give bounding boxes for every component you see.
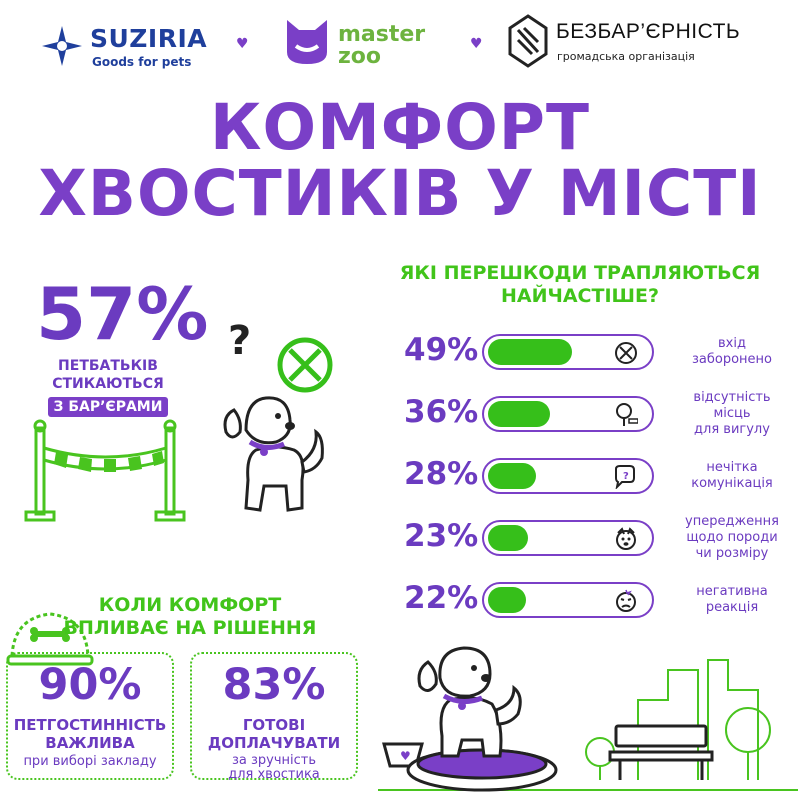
obstacle-label: негативна реакція <box>662 584 800 616</box>
stat-card-hospitality: 90% ПЕТГОСТИННІСТЬ ВАЖЛИВА при виборі за… <box>6 652 174 780</box>
left-stat-badge-wrap: З БАР’ЄРАМИ <box>40 396 176 417</box>
prohibited-icon <box>615 342 637 364</box>
park-illustration: ♥ <box>378 646 798 792</box>
obstacle-percent: 36% <box>404 394 479 430</box>
masterzoo-line1: master <box>338 22 426 47</box>
card-small-line1: при виборі закладу <box>23 754 157 769</box>
obstacle-bar <box>482 334 654 370</box>
dog-face-icon <box>616 527 636 550</box>
heart-icon: ♥ <box>236 36 249 52</box>
masterzoo-cat-icon <box>287 20 327 64</box>
food-bowl-icon <box>6 612 94 666</box>
obstacle-bar <box>482 520 654 556</box>
obstacle-row: 23% упередження щодо породи чи розміру <box>400 514 790 564</box>
obstacles-title-line1: ЯКІ ПЕРЕШКОДИ ТРАПЛЯЮТЬСЯ <box>399 262 761 284</box>
obstacle-row: 22% негативна реакція <box>400 578 790 626</box>
page-title-line1: КОМФОРТ <box>210 91 590 164</box>
barrier-illustration <box>24 419 186 522</box>
obstacle-label-line: вхід <box>718 336 746 351</box>
obstacle-bar-fill <box>488 339 572 365</box>
obstacle-percent: 23% <box>404 518 479 554</box>
heart-icon: ♥ <box>470 36 483 52</box>
suziria-name: SUZIRIA <box>90 24 208 53</box>
left-stat-percent: 57% <box>36 272 209 356</box>
card-small-line2: для хвостика <box>228 767 320 782</box>
obstacle-label-line: відсутність <box>693 390 771 405</box>
obstacle-label: упередження щодо породи чи розміру <box>662 514 800 562</box>
obstacle-bar <box>482 582 654 618</box>
obstacle-row: 36% відсутність місць для вигулу <box>400 390 790 440</box>
obstacle-label-line: чи розміру <box>695 546 769 561</box>
angry-face-icon <box>616 589 636 612</box>
obstacle-label-line: щодо породи <box>686 530 778 545</box>
obstacle-percent: 49% <box>404 332 479 368</box>
obstacle-bar <box>482 396 654 432</box>
obstacle-bar-fill <box>488 401 550 427</box>
obstacle-label: нечітка комунікація <box>662 460 800 492</box>
card-bold-line1: ГОТОВІ <box>242 716 306 734</box>
bezbar-subtitle: громадська організація <box>557 50 695 63</box>
question-mark-icon: ? <box>228 318 252 364</box>
logo-row: SUZIRIA Goods for pets ♥ master zoo ♥ БЕ… <box>0 10 800 70</box>
obstacle-label-line: заборонено <box>691 352 772 367</box>
stat-card-pay-extra: 83% ГОТОВІ ДОПЛАЧУВАТИ за зручність для … <box>190 652 358 782</box>
bezbar-logo-icon <box>508 14 548 68</box>
obstacle-bar: ? <box>482 458 654 494</box>
dog-illustration <box>223 396 324 512</box>
masterzoo-line2: zoo <box>338 44 382 69</box>
obstacle-label-line: місць <box>713 406 751 421</box>
svg-text:?: ? <box>623 471 629 482</box>
obstacle-label-line: негативна <box>696 584 768 599</box>
obstacle-label: вхід заборонено <box>662 336 800 368</box>
card-bold-line1: ПЕТГОСТИННІСТЬ <box>13 716 167 734</box>
page-title-line2: ХВОСТИКІВ У МІСТІ <box>38 157 762 230</box>
suziria-tagline: Goods for pets <box>92 55 192 69</box>
obstacle-percent: 22% <box>404 580 479 616</box>
card-percent: 83% <box>222 660 326 710</box>
obstacle-row: 49% вхід заборонено <box>400 330 790 378</box>
obstacle-label-line: реакція <box>705 600 759 615</box>
suziria-star-icon <box>42 26 82 66</box>
obstacles-title-line2: НАЙЧАСТІШЕ? <box>500 285 659 307</box>
card-small-line1: за зручність <box>231 753 317 768</box>
obstacle-bar-fill <box>488 463 536 489</box>
left-stat-line1: ПЕТБАТЬКІВ <box>58 358 158 374</box>
card-bold-line2: ДОПЛАЧУВАТИ <box>207 734 341 752</box>
obstacle-bar-fill <box>488 525 528 551</box>
comfort-title-line1: КОЛИ КОМФОРТ <box>98 594 282 616</box>
obstacle-label-line: нечітка <box>706 460 758 475</box>
card-bold-line2: ВАЖЛИВА <box>45 734 135 752</box>
obstacle-label-line: упередження <box>685 514 779 529</box>
speech-bubble-icon: ? <box>615 465 635 489</box>
svg-text:♥: ♥ <box>400 749 411 763</box>
comfort-title-line2: ВПЛИВАЄ НА РІШЕННЯ <box>63 617 317 639</box>
prohibited-circle-icon <box>277 337 333 393</box>
card-percent: 90% <box>38 660 142 710</box>
left-stat-line2: СТИКАЮТЬСЯ <box>52 376 164 392</box>
obstacle-row: 28%? нечітка комунікація <box>400 454 790 502</box>
barrier-badge: З БАР’ЄРАМИ <box>47 397 169 417</box>
bezbar-name: БЕЗБАР’ЄРНІСТЬ <box>556 20 741 43</box>
obstacle-label-line: для вигулу <box>694 422 770 437</box>
obstacle-bar-fill <box>488 587 526 613</box>
tree-bench-icon <box>616 403 638 426</box>
obstacle-percent: 28% <box>404 456 479 492</box>
obstacle-label-line: комунікація <box>691 476 773 491</box>
obstacle-label: відсутність місць для вигулу <box>662 390 800 438</box>
